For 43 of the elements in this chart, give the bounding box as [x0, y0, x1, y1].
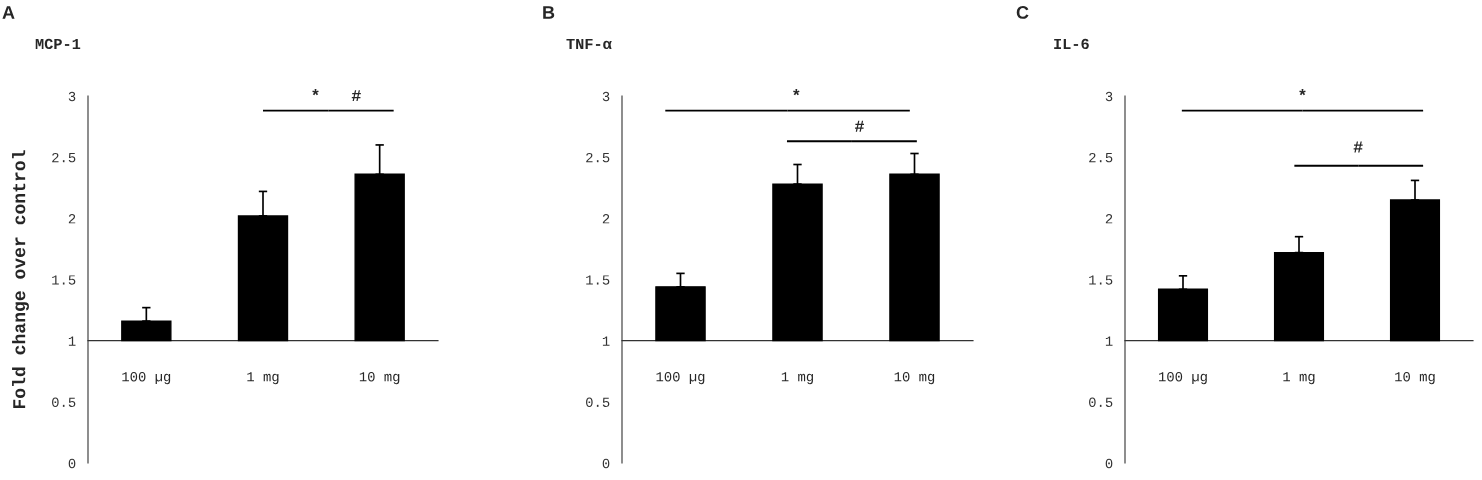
- y-tick-label: 1.5: [52, 275, 76, 285]
- text: B: [543, 6, 555, 19]
- y-axis-title: Fold change over control: [12, 150, 29, 409]
- x-tick-label: 100 µg: [122, 372, 171, 385]
- y-tick-label: 2: [602, 214, 610, 224]
- x-tick-label: 1 mg: [1283, 372, 1315, 385]
- annotation: #: [351, 90, 361, 102]
- text: *: [312, 89, 319, 96]
- chart-title: TNF-α: [566, 38, 612, 50]
- y-tick-label: 3: [602, 91, 610, 102]
- chart-title: IL-6: [1054, 38, 1089, 50]
- y-tick-label: 2: [68, 214, 76, 224]
- y-tick-label: 0: [602, 458, 610, 469]
- text: A: [2, 6, 15, 19]
- x-tick-label: 1 mg: [781, 372, 813, 385]
- x-tick-label: 10 mg: [359, 372, 400, 385]
- text: *: [793, 89, 800, 96]
- y-tick-label: 1.5: [1089, 275, 1113, 285]
- y-tick-label: 2.5: [1089, 152, 1113, 163]
- x-tick-label: 10 mg: [1395, 372, 1435, 385]
- x-tick-label: 100 µg: [656, 372, 705, 385]
- y-tick-label: 0: [1105, 458, 1113, 469]
- y-tick-label: 2: [1105, 214, 1113, 224]
- annotation: #: [854, 120, 865, 132]
- y-tick-label: 3: [1105, 91, 1113, 102]
- y-tick-label: 1: [68, 336, 76, 346]
- y-tick-label: 0: [68, 458, 76, 469]
- x-tick-label: 100 µg: [1159, 372, 1207, 385]
- y-tick-label: 0.5: [52, 397, 76, 407]
- y-tick-label: 2.5: [586, 152, 610, 163]
- text: C: [1016, 6, 1029, 19]
- y-tick-label: 1.5: [586, 275, 610, 285]
- y-tick-label: 1: [602, 336, 610, 346]
- y-tick-label: 3: [68, 91, 76, 102]
- x-tick-label: 1 mg: [247, 372, 279, 385]
- text: *: [1299, 89, 1306, 96]
- y-tick-label: 0.5: [586, 397, 610, 407]
- y-tick-label: 0.5: [1089, 397, 1113, 407]
- annotation: #: [1353, 141, 1363, 153]
- chart-title: MCP-1: [35, 38, 81, 50]
- x-tick-label: 10 mg: [894, 372, 935, 385]
- y-tick-label: 1: [1105, 336, 1113, 346]
- y-tick-label: 2.5: [52, 152, 76, 163]
